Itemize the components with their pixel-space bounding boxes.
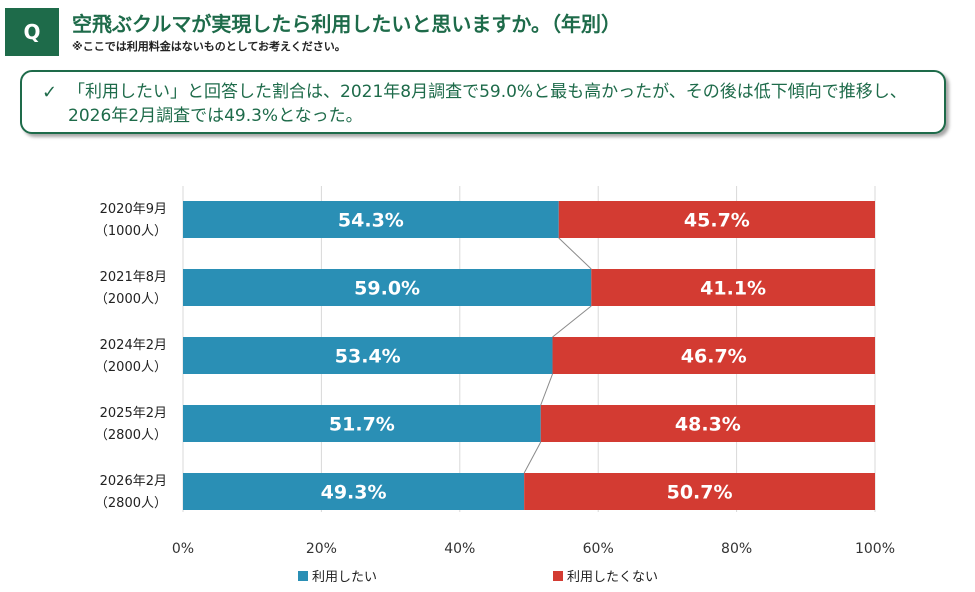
y-category-label: 2025年2月: [100, 406, 167, 421]
series-connector-line: [523, 441, 542, 474]
x-tick-label: 40%: [444, 541, 475, 557]
bar-nouse: [558, 201, 875, 238]
series-connector-line: [552, 305, 592, 338]
bar-use: [183, 337, 553, 374]
data-label: 53.4%: [335, 346, 401, 368]
y-category-label: （2800人）: [95, 496, 167, 511]
y-category-label: （2000人）: [95, 360, 167, 375]
y-category-label: 2024年2月: [100, 338, 167, 353]
page-title: 空飛ぶクルマが実現したら利用したいと思いますか。（年別）: [72, 12, 621, 36]
bar-nouse: [591, 269, 875, 306]
summary-text: 「利用したい」と回答した割合は、2021年8月調査で59.0%と最も高かったが、…: [68, 82, 907, 126]
x-tick-label: 100%: [855, 541, 895, 557]
x-tick-label: 80%: [721, 541, 752, 557]
y-category-label: 2021年8月: [100, 270, 167, 285]
y-category-label: 2026年2月: [100, 474, 167, 489]
bar-use: [183, 201, 559, 238]
data-label: 59.0%: [354, 278, 420, 300]
series-connector-line: [558, 237, 592, 270]
data-label: 54.3%: [338, 210, 404, 232]
x-tick-label: 20%: [306, 541, 337, 557]
summary-box: ✓ 「利用したい」と回答した割合は、2021年8月調査で59.0%と最も高かった…: [20, 70, 946, 134]
x-tick-label: 60%: [583, 541, 614, 557]
question-badge: Q: [5, 8, 59, 56]
page-note: ※ここでは利用料金はないものとしてお考えください。: [72, 40, 346, 53]
y-category-label: （1000人）: [95, 224, 167, 239]
legend-item-nouse: 利用したくない: [553, 566, 658, 585]
check-icon: ✓: [42, 82, 58, 103]
data-label: 50.7%: [667, 482, 733, 504]
data-label: 51.7%: [329, 414, 395, 436]
data-label: 41.1%: [700, 278, 766, 300]
bar-nouse: [552, 337, 875, 374]
data-label: 45.7%: [684, 210, 750, 232]
bar-use: [183, 473, 525, 510]
data-label: 48.3%: [675, 414, 741, 436]
legend-swatch-use: [298, 570, 308, 581]
y-category-label: （2000人）: [95, 292, 167, 307]
legend-label-use: 利用したい: [312, 570, 378, 585]
legend-item-use: 利用したい: [298, 566, 377, 585]
data-label: 46.7%: [681, 346, 747, 368]
legend-label-nouse: 利用したくない: [567, 570, 659, 585]
legend-swatch-nouse: [553, 570, 563, 581]
data-label: 49.3%: [321, 482, 387, 504]
bar-use: [183, 405, 541, 442]
bar-nouse: [540, 405, 875, 442]
series-connector-line: [540, 373, 553, 406]
x-tick-label: 0%: [172, 541, 194, 557]
y-category-label: 2020年9月: [100, 202, 167, 217]
bar-use: [183, 269, 592, 306]
bar-nouse: [524, 473, 875, 510]
y-category-label: （2800人）: [95, 428, 167, 443]
